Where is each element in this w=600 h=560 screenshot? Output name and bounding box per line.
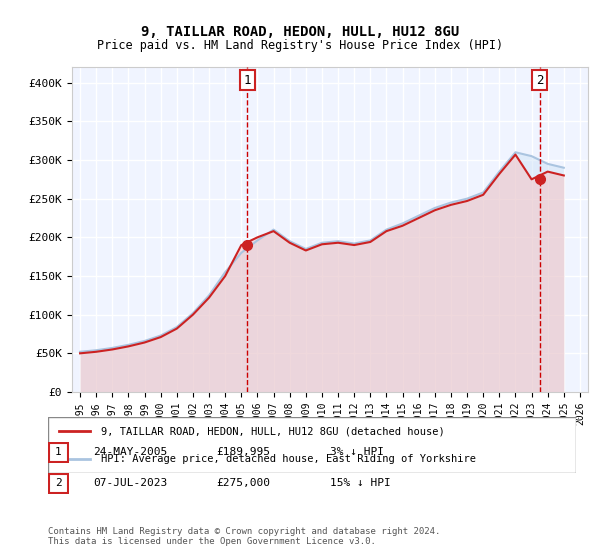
Text: 07-JUL-2023: 07-JUL-2023 bbox=[93, 478, 167, 488]
FancyBboxPatch shape bbox=[49, 443, 68, 462]
Text: 1: 1 bbox=[55, 447, 62, 458]
Text: 15% ↓ HPI: 15% ↓ HPI bbox=[330, 478, 391, 488]
Text: 1: 1 bbox=[244, 74, 251, 87]
Text: Price paid vs. HM Land Registry's House Price Index (HPI): Price paid vs. HM Land Registry's House … bbox=[97, 39, 503, 52]
FancyBboxPatch shape bbox=[48, 417, 576, 473]
FancyBboxPatch shape bbox=[49, 474, 68, 493]
Text: £189,995: £189,995 bbox=[216, 447, 270, 458]
Text: 9, TAILLAR ROAD, HEDON, HULL, HU12 8GU (detached house): 9, TAILLAR ROAD, HEDON, HULL, HU12 8GU (… bbox=[101, 426, 445, 436]
Text: HPI: Average price, detached house, East Riding of Yorkshire: HPI: Average price, detached house, East… bbox=[101, 454, 476, 464]
Text: £275,000: £275,000 bbox=[216, 478, 270, 488]
Text: 24-MAY-2005: 24-MAY-2005 bbox=[93, 447, 167, 458]
Text: 9, TAILLAR ROAD, HEDON, HULL, HU12 8GU: 9, TAILLAR ROAD, HEDON, HULL, HU12 8GU bbox=[141, 25, 459, 39]
Text: 3% ↓ HPI: 3% ↓ HPI bbox=[330, 447, 384, 458]
Text: 2: 2 bbox=[55, 478, 62, 488]
Text: 2: 2 bbox=[536, 74, 544, 87]
Text: Contains HM Land Registry data © Crown copyright and database right 2024.
This d: Contains HM Land Registry data © Crown c… bbox=[48, 526, 440, 546]
